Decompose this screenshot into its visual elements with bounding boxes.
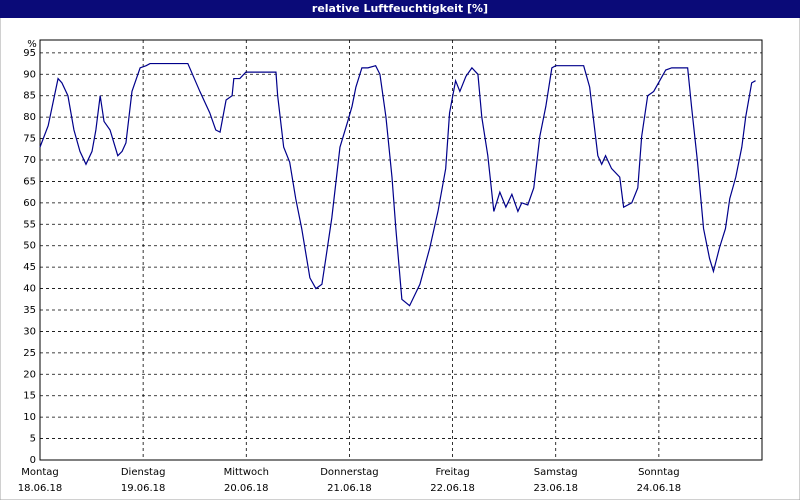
- x-tick-date: 23.06.18: [533, 483, 578, 494]
- y-tick-label: 60: [23, 198, 36, 209]
- chart-title: relative Luftfeuchtigkeit [%]: [312, 2, 488, 15]
- x-tick-date: 18.06.18: [18, 483, 63, 494]
- y-tick-label: 25: [23, 348, 36, 359]
- y-tick-label: 0: [30, 455, 36, 466]
- y-tick-label: 95: [23, 48, 36, 59]
- y-tick-label: 55: [23, 219, 36, 230]
- x-tick-date: 20.06.18: [224, 483, 269, 494]
- x-tick-date: 19.06.18: [121, 483, 166, 494]
- title-bar: [0, 0, 800, 18]
- y-tick-label: 90: [23, 69, 36, 80]
- x-tick-label: Sonntag: [638, 467, 680, 478]
- x-tick-date: 21.06.18: [327, 483, 372, 494]
- y-tick-label: 15: [23, 391, 36, 402]
- x-tick-label: Mittwoch: [224, 467, 269, 478]
- y-tick-label: 70: [23, 155, 36, 166]
- x-tick-label: Donnerstag: [320, 467, 378, 478]
- x-tick-label: Dienstag: [121, 467, 166, 478]
- plot-area: [39, 39, 763, 461]
- y-tick-label: 65: [23, 176, 36, 187]
- y-tick-label: 40: [23, 284, 36, 295]
- x-tick-label: Freitag: [435, 467, 469, 478]
- y-tick-label: 45: [23, 262, 36, 273]
- y-tick-label: 5: [30, 434, 36, 445]
- x-tick-date: 22.06.18: [430, 483, 475, 494]
- y-tick-label: 20: [23, 369, 36, 380]
- y-tick-label: 75: [23, 134, 36, 145]
- y-axis-label: %: [27, 39, 37, 50]
- x-tick-date: 24.06.18: [637, 483, 682, 494]
- y-tick-label: 10: [23, 412, 36, 423]
- y-tick-label: 85: [23, 91, 36, 102]
- y-tick-label: 80: [23, 112, 36, 123]
- y-tick-label: 35: [23, 305, 36, 316]
- y-tick-label: 50: [23, 241, 36, 252]
- data-line: [39, 62, 756, 307]
- x-tick-label: Montag: [21, 467, 58, 478]
- x-tick-label: Samstag: [534, 467, 578, 478]
- y-tick-label: 30: [23, 326, 36, 337]
